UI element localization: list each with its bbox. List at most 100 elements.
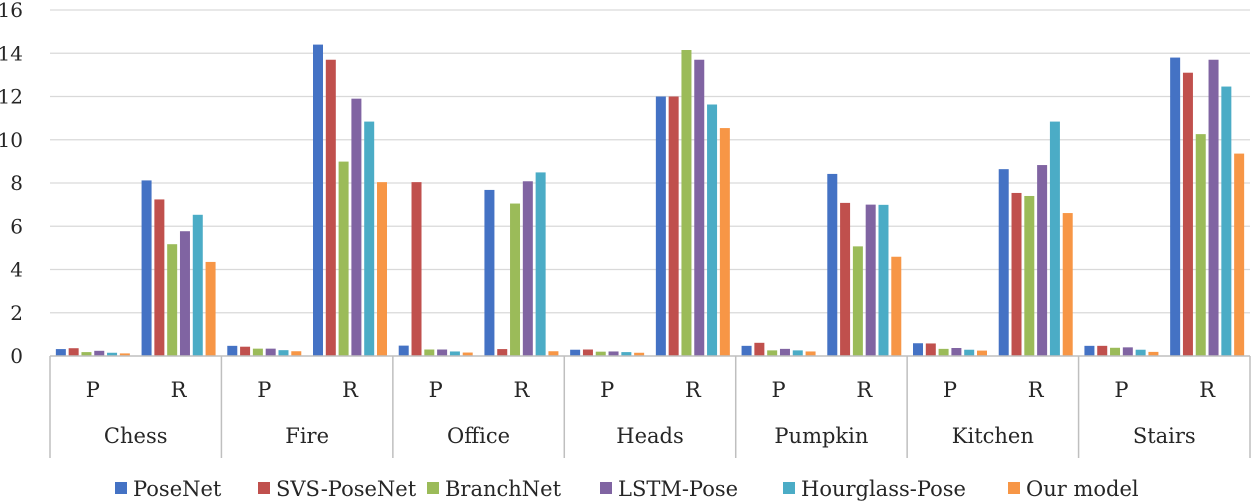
bar-svs-posenet bbox=[1182, 72, 1193, 357]
bar-lstm-pose bbox=[865, 204, 876, 356]
bar-hourglass-pose bbox=[449, 351, 460, 356]
bar-svs-posenet bbox=[925, 343, 936, 356]
bar-posenet bbox=[998, 169, 1009, 356]
bar-lstm-pose bbox=[779, 348, 790, 356]
group-label: Chess bbox=[104, 424, 168, 448]
bar-branchnet bbox=[1110, 347, 1121, 356]
sub-category-label: P bbox=[257, 378, 271, 402]
bar-hourglass-pose bbox=[878, 204, 889, 356]
legend-label: Our model bbox=[1026, 477, 1139, 501]
y-tick-label: 12 bbox=[0, 85, 23, 109]
sub-category-label: R bbox=[685, 378, 702, 402]
bar-branchnet bbox=[81, 352, 92, 356]
legend-swatch bbox=[600, 482, 612, 494]
bar-posenet bbox=[741, 345, 752, 356]
bar-our-model bbox=[377, 182, 387, 356]
bar-branchnet bbox=[424, 349, 435, 356]
gridlines bbox=[50, 9, 1250, 314]
sub-category-label: R bbox=[171, 378, 188, 402]
bar-posenet bbox=[313, 44, 323, 356]
bar-svs-posenet bbox=[582, 349, 593, 356]
bar-hourglass-pose bbox=[1135, 349, 1146, 356]
bar-our-model bbox=[1148, 351, 1159, 356]
y-axis: 0 2 4 6 8 10 12 14 16 bbox=[0, 0, 23, 368]
bar-our-model bbox=[891, 256, 902, 356]
bar-lstm-pose bbox=[1122, 347, 1133, 356]
sub-category-label: R bbox=[1199, 378, 1216, 402]
bar-posenet bbox=[570, 349, 581, 356]
bar-our-model bbox=[1234, 153, 1245, 356]
bar-our-model bbox=[119, 353, 130, 356]
bar-lstm-pose bbox=[437, 349, 448, 356]
bar-svs-posenet bbox=[411, 182, 422, 356]
sub-category-label: P bbox=[600, 378, 614, 402]
group-label: Stairs bbox=[1133, 424, 1196, 448]
sub-category-label: P bbox=[943, 378, 957, 402]
bar-posenet bbox=[484, 189, 495, 356]
bar-svs-posenet bbox=[1097, 345, 1108, 356]
bar-branchnet bbox=[167, 244, 178, 356]
bar-our-model bbox=[634, 352, 645, 356]
sub-category-label: R bbox=[342, 378, 359, 402]
bar-branchnet bbox=[338, 161, 349, 356]
bar-our-model bbox=[205, 261, 216, 356]
bar-svs-posenet bbox=[840, 202, 851, 356]
legend-swatch bbox=[115, 482, 127, 494]
bar-svs-posenet bbox=[668, 96, 679, 356]
bar-posenet bbox=[827, 173, 838, 356]
bar-branchnet bbox=[510, 203, 521, 356]
legend: PoseNet SVS-PoseNet BranchNet LSTM-Pose Hour… bbox=[115, 477, 1139, 501]
bar-branchnet bbox=[852, 246, 863, 356]
legend-swatch bbox=[783, 482, 795, 494]
bar-hourglass-pose bbox=[364, 121, 375, 357]
y-tick-label: 16 bbox=[0, 0, 23, 22]
bar-hourglass-pose bbox=[621, 352, 632, 356]
bar-lstm-pose bbox=[94, 350, 105, 356]
bar-our-model bbox=[977, 350, 987, 356]
bar-lstm-pose bbox=[1037, 165, 1048, 356]
bar-our-model bbox=[719, 128, 730, 356]
bar-our-model bbox=[1062, 213, 1073, 356]
bar-lstm-pose bbox=[951, 347, 962, 356]
group-label: Pumpkin bbox=[774, 424, 868, 448]
legend-label: Hourglass-Pose bbox=[801, 477, 966, 501]
bar-our-model bbox=[291, 351, 302, 356]
sub-category-label: R bbox=[514, 378, 531, 402]
group-label: Fire bbox=[285, 424, 329, 448]
bar-posenet bbox=[398, 345, 409, 356]
bar-lstm-pose bbox=[265, 348, 276, 356]
bar-svs-posenet bbox=[1011, 192, 1022, 356]
bar-lstm-pose bbox=[179, 231, 190, 356]
bar-lstm-pose bbox=[522, 181, 533, 356]
bar-posenet bbox=[1084, 345, 1095, 356]
sub-category-label: P bbox=[1114, 378, 1128, 402]
group-label: Kitchen bbox=[952, 424, 1034, 448]
bar-hourglass-pose bbox=[278, 350, 289, 356]
y-tick-label: 4 bbox=[10, 258, 23, 282]
y-tick-label: 8 bbox=[10, 171, 23, 195]
bar-svs-posenet bbox=[497, 349, 508, 356]
y-tick-label: 2 bbox=[10, 301, 23, 325]
bar-branchnet bbox=[595, 351, 606, 356]
legend-label: BranchNet bbox=[445, 477, 562, 501]
bar-branchnet bbox=[1024, 195, 1035, 356]
bar-lstm-pose bbox=[1208, 59, 1219, 357]
legend-swatch bbox=[427, 482, 439, 494]
bar-branchnet bbox=[767, 350, 778, 356]
bar-hourglass-pose bbox=[707, 104, 718, 356]
y-tick-label: 0 bbox=[10, 344, 23, 368]
bar-svs-posenet bbox=[325, 59, 336, 357]
bar-lstm-pose bbox=[351, 98, 362, 356]
legend-label: PoseNet bbox=[133, 477, 222, 501]
bar-posenet bbox=[655, 96, 666, 356]
bar-hourglass-pose bbox=[792, 350, 803, 356]
group-label: Heads bbox=[616, 424, 683, 448]
bar-our-model bbox=[462, 352, 473, 356]
sub-category-label: P bbox=[772, 378, 786, 402]
bar-svs-posenet bbox=[154, 199, 165, 356]
bar-posenet bbox=[227, 345, 238, 356]
sub-category-label: P bbox=[429, 378, 443, 402]
bar-posenet bbox=[55, 349, 66, 356]
